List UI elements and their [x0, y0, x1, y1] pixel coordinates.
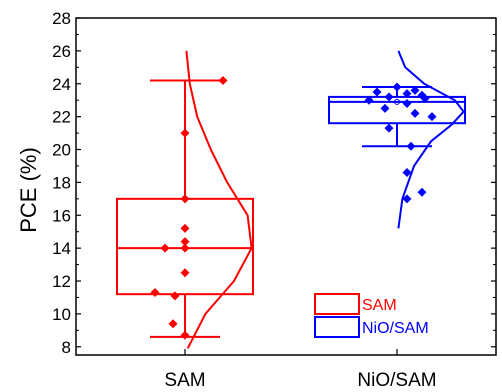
data-point [420, 94, 430, 104]
data-point [364, 95, 374, 105]
distribution-curve [397, 50, 465, 229]
y-axis-title: PCE (%) [16, 147, 41, 233]
legend: SAM NiO/SAM [314, 293, 429, 338]
y-tick-label: 12 [52, 272, 71, 291]
data-point [417, 187, 427, 197]
mean-marker [394, 98, 400, 105]
data-point [160, 243, 170, 253]
y-tick-label: 20 [52, 141, 71, 160]
y-tick-label: 28 [52, 9, 71, 28]
x-category-label: SAM [164, 370, 205, 391]
data-point [218, 75, 228, 85]
data-point [380, 103, 390, 113]
data-point [392, 82, 402, 92]
plot-frame [75, 17, 497, 356]
x-axis-categories: SAM NiO/SAM [164, 349, 437, 391]
y-tick-label: 16 [52, 206, 71, 225]
plot-area [116, 50, 466, 349]
y-tick-label: 14 [52, 239, 71, 258]
y-tick-label: 26 [52, 42, 71, 61]
data-point [427, 112, 437, 122]
data-point [180, 243, 190, 253]
data-point [180, 223, 190, 233]
y-tick-label: 10 [52, 305, 71, 324]
data-point [180, 194, 190, 204]
data-point [410, 108, 420, 118]
data-point [180, 128, 190, 138]
data-point [180, 268, 190, 278]
data-point [406, 141, 416, 151]
data-point [168, 319, 178, 329]
y-tick-label: 18 [52, 173, 71, 192]
data-point [402, 168, 412, 178]
data-point [384, 123, 394, 133]
legend-label: SAM [362, 297, 397, 314]
data-point [180, 330, 190, 340]
y-tick-label: 8 [62, 338, 71, 357]
data-point [402, 98, 412, 108]
data-point [372, 87, 382, 97]
data-point [402, 194, 412, 204]
y-tick-label: 22 [52, 108, 71, 127]
data-point [384, 92, 394, 102]
data-point [410, 85, 420, 95]
legend-swatch [314, 316, 360, 338]
data-point [402, 89, 412, 99]
data-point [170, 291, 180, 301]
data-point [180, 237, 190, 247]
distribution-curve [185, 50, 253, 349]
x-category-label: NiO/SAM [357, 370, 436, 391]
legend-label: NiO/SAM [362, 320, 429, 337]
box [328, 95, 466, 125]
data-point [150, 288, 160, 298]
y-tick-label: 24 [52, 75, 71, 94]
y-axis-ticks: 8 10 12 14 16 18 20 22 24 26 28 [52, 9, 496, 357]
legend-swatch [314, 293, 360, 315]
